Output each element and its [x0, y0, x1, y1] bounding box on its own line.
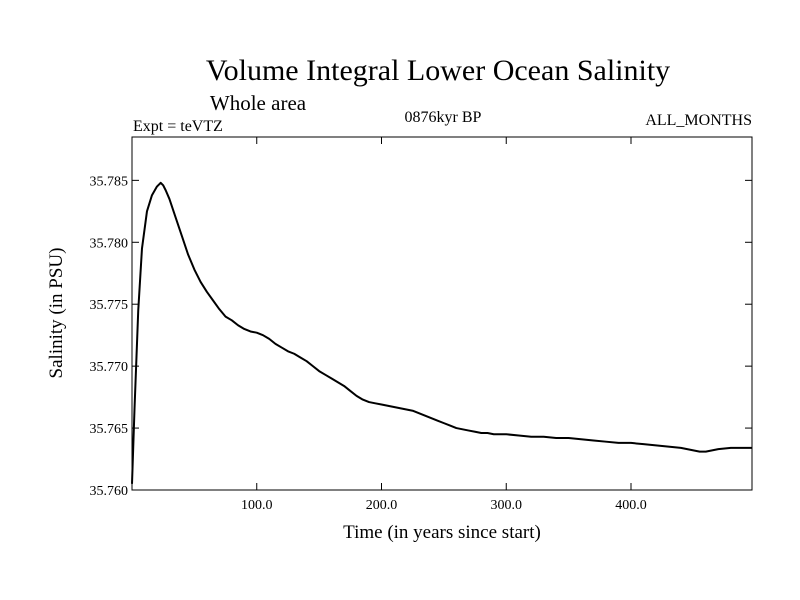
y-tick-label: 35.785: [90, 174, 129, 189]
months-label: ALL_MONTHS: [645, 112, 752, 129]
chart-subtitle: Whole area: [210, 91, 307, 115]
experiment-label: Expt = teVTZ: [133, 118, 223, 135]
y-axis-ticks: 35.760 35.765 35.770 35.775 35.780 35.785: [90, 174, 752, 499]
plot-frame: [131, 136, 753, 491]
chart-title: Volume Integral Lower Ocean Salinity: [206, 54, 670, 87]
y-tick-label: 35.760: [90, 484, 129, 499]
y-axis-label: Salinity (in PSU): [46, 248, 67, 379]
salinity-series-line: [131, 181, 752, 484]
x-axis-ticks: 100.0 200.0 300.0 400.0: [241, 137, 647, 513]
x-tick-label: 200.0: [366, 498, 398, 513]
x-axis-label: Time (in years since start): [343, 522, 541, 543]
x-tick-label: 100.0: [241, 498, 273, 513]
period-label: 0876kyr BP: [405, 109, 482, 126]
x-tick-label: 300.0: [490, 498, 522, 513]
y-tick-label: 35.765: [90, 422, 129, 437]
y-tick-label: 35.775: [90, 298, 129, 313]
x-tick-label: 400.0: [615, 498, 647, 513]
y-tick-label: 35.770: [90, 360, 129, 375]
y-tick-label: 35.780: [90, 236, 129, 251]
